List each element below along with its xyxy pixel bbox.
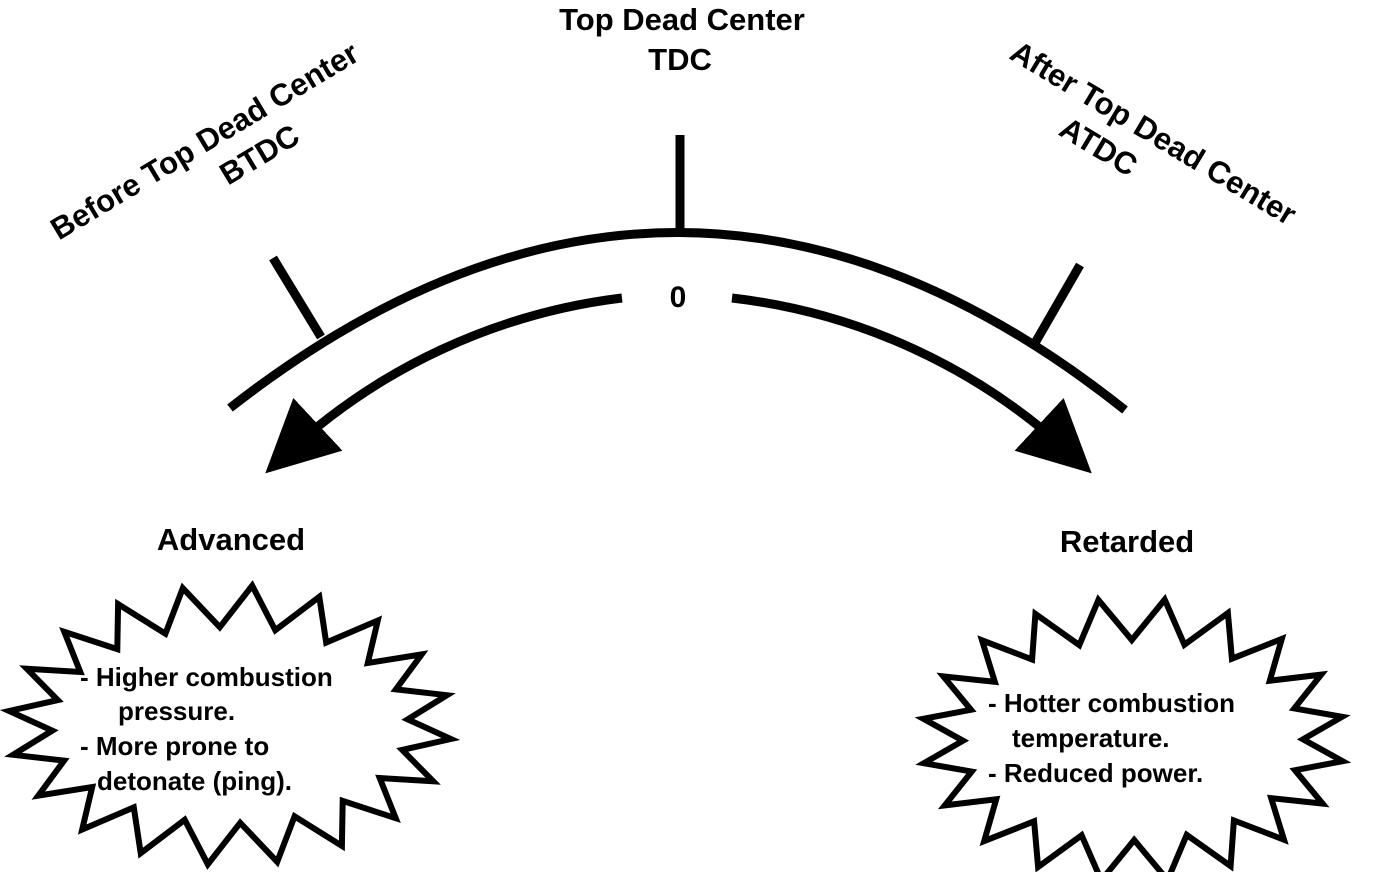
btdc-tick	[269, 255, 325, 340]
crank-arc	[227, 228, 1128, 414]
zero-label: 0	[670, 281, 687, 314]
advanced-note-1: - Higher combustion	[80, 662, 333, 692]
retarded-starburst	[914, 593, 1352, 872]
atdc-title: After Top Dead Center	[1004, 34, 1302, 232]
advanced-note-4: detonate (ping).	[97, 766, 292, 796]
tdc-title: Top Dead Center	[559, 2, 805, 37]
atdc-tick	[1031, 262, 1084, 346]
advance-arrow	[265, 293, 623, 474]
retarded-note-2: temperature.	[1012, 723, 1170, 753]
advanced-starburst	[0, 580, 461, 870]
retarded-note-1: - Hotter combustion	[988, 688, 1235, 718]
retard-arrow	[731, 293, 1092, 474]
tdc-abbr: TDC	[648, 42, 712, 77]
retarded-label: Retarded	[1060, 524, 1194, 559]
advanced-label: Advanced	[157, 522, 305, 557]
retarded-note-3: - Reduced power.	[988, 758, 1203, 788]
advanced-note-3: - More prone to	[80, 731, 269, 761]
btdc-title: Before Top Dead Center	[44, 35, 364, 247]
advanced-note-2: pressure.	[118, 696, 235, 726]
